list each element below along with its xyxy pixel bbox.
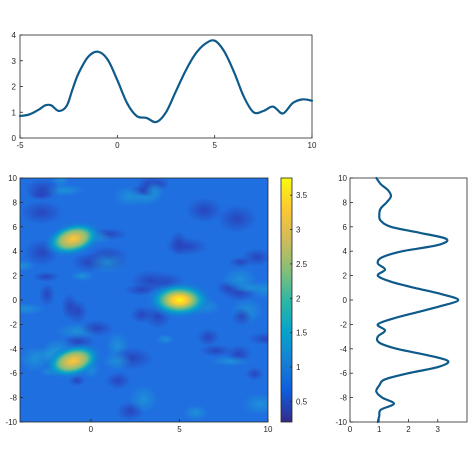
heatmap-peak [43,342,103,380]
heatmap-peak [145,281,214,319]
right-x-tick-label: 0 [348,425,353,434]
top-y-tick-label: 3 [12,57,17,66]
top-plot-frame [19,34,313,139]
heatmap-dark-patch [231,307,253,327]
heatmap-y-tick-label: 2 [13,272,18,281]
right-series-line [375,176,460,424]
heatmap-light-patch [156,334,175,345]
colorbar-tick-label: 2.5 [296,260,308,269]
right-y-tick-label: 0 [343,296,348,305]
heatmap-dark-patch [105,371,131,390]
heatmap-dark-patch [217,204,257,233]
right-y-tick-label: -2 [340,320,348,329]
heatmap-y-ticks: -10 -8 -6 -4 -2 0 2 4 6 8 10 [5,174,23,427]
top-y-ticks: 0 1 2 3 4 [12,31,23,143]
colorbar-tick-label: 3.5 [296,191,308,200]
heatmap-light-patch [102,352,133,371]
right-y-tick-label: -8 [340,394,348,403]
right-x-tick-label: 1 [377,425,382,434]
heatmap-dark-patch [169,230,188,257]
heatmap-light-patch [209,356,252,367]
heatmap-y-tick-label: 0 [13,296,18,305]
heatmap-y-tick-label: -2 [10,320,18,329]
right-x-tick-label: 3 [436,425,441,434]
colorbar-tick-label: 0.5 [296,397,308,406]
heatmap-y-tick-label: -4 [10,345,18,354]
heatmap-light-patch [235,282,264,294]
heatmap-dark-patch [199,344,233,357]
heatmap-x-tick-label: 5 [177,425,182,434]
top-y-tick-label: 4 [12,31,17,40]
heatmap-light-patch [69,270,95,282]
colorbar-tick-label: 2 [296,294,301,303]
heatmap-dark-patch [197,328,220,347]
heatmap-dark-patch [32,271,60,283]
top-x-tick-label: -5 [16,141,24,150]
heatmap-dark-patch [80,319,114,337]
top-x-tick-label: 0 [115,141,120,150]
heatmap-peaks [43,220,214,380]
colorbar-frame [280,177,293,423]
right-y-tick-label: 2 [343,272,348,281]
heatmap-x-tick-label: 0 [89,425,94,434]
top-y-tick-label: 1 [12,108,17,117]
heatmap-light-patch [87,252,127,274]
heatmap-dark-patch [245,366,264,381]
colorbar-tick-label: 3 [296,226,301,235]
heatmap-x-tick-label: 10 [264,425,273,434]
heatmap-y-tick-label: 4 [13,247,18,256]
right-line-plot: 0 1 2 3 -10 -8 -6 -4 -2 0 2 4 6 8 10 [335,174,468,434]
heatmap-dark-patch [38,282,56,307]
right-y-tick-label: -6 [340,369,348,378]
right-y-tick-label: 8 [343,198,348,207]
right-y-ticks: -10 -8 -6 -4 -2 0 2 4 6 8 10 [335,174,353,427]
heatmap-x-ticks: 0 5 10 [89,419,273,434]
right-y-tick-label: 6 [343,223,348,232]
top-y-tick-label: 0 [12,134,17,143]
top-x-ticks: -5 0 5 10 [16,135,317,150]
heatmap-light-patch [20,302,46,316]
colorbar-tick-label: 1 [296,363,301,372]
heatmap-dark-patch [228,256,252,268]
top-x-tick-label: 5 [212,141,217,150]
heatmap-y-tick-label: 6 [13,223,18,232]
top-series-line [18,39,314,124]
right-x-ticks: 0 1 2 3 [348,419,441,434]
colorbar-gradient-bar [281,178,292,422]
colorbar: 0.5 1 1.5 2 2.5 3 3.5 [280,177,308,423]
colorbar-tick-label: 1.5 [296,329,308,338]
heatmap-light-patch [113,185,145,208]
heatmap-y-tick-label: 8 [13,198,18,207]
right-plot-frame [349,177,468,423]
right-y-tick-label: 4 [343,247,348,256]
heatmap-image [20,178,268,422]
heatmap-y-tick-label: 10 [8,174,17,183]
right-y-tick-label: -4 [340,345,348,354]
heatmap-light-patch [143,181,165,201]
heatmap-light-patch [241,393,268,415]
heatmap-peak [43,220,103,258]
right-y-tick-label: -10 [335,418,347,427]
heatmap-plot: 0 5 10 -10 -8 -6 -4 -2 0 2 4 6 8 10 [5,174,273,434]
heatmap-light-patch [183,404,209,421]
heatmap-dark-patch [61,293,78,321]
heatmap-dark-patch [28,189,53,200]
heatmap-y-tick-label: -10 [5,418,17,427]
heatmap-dark-patch [248,332,268,346]
right-x-tick-label: 2 [406,425,411,434]
heatmap-y-tick-label: -6 [10,369,18,378]
right-y-tick-label: 10 [338,174,347,183]
top-x-tick-label: 10 [308,141,317,150]
heatmap-light-patch [51,178,71,187]
heatmap-dark-patch [185,197,224,223]
colorbar-ticks: 0.5 1 1.5 2 2.5 3 3.5 [290,191,308,406]
heatmap-light-patch [129,385,159,413]
heatmap-y-tick-label: -8 [10,394,18,403]
top-y-tick-label: 2 [12,83,17,92]
heatmap-dark-patch [20,200,63,225]
